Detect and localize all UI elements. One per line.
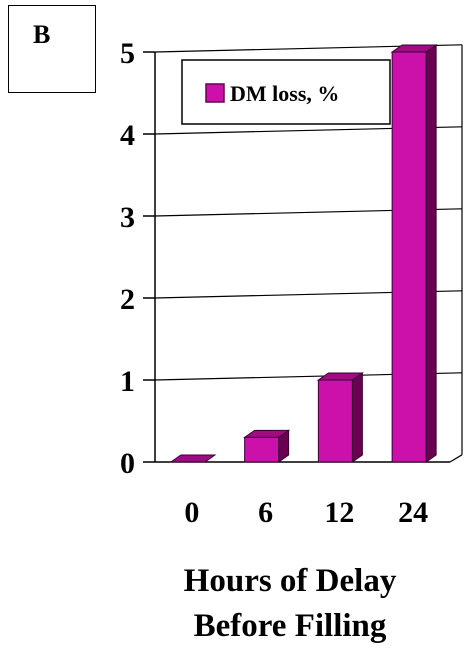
bar-front [317,379,353,463]
x-tick-label: 6 [258,496,273,529]
bar-side [351,372,363,463]
x-tick-label: 24 [398,496,428,529]
x-tick-label: 0 [184,496,199,529]
y-tick-label: 2 [120,283,135,316]
bar [169,454,217,463]
bar [316,372,364,463]
floor-edge [449,454,463,463]
y-tick-labels: 0 1 2 3 4 5 [120,37,135,480]
bar-top [169,454,217,463]
panel-label-box: B [8,5,96,93]
bar [390,44,438,463]
y-tick-label: 0 [120,447,135,480]
bar-front [391,51,427,463]
x-axis-label-line-1: Hours of Delay [183,563,397,599]
legend: DM loss, % [181,59,391,125]
bar [243,429,291,463]
x-tick-label: 12 [324,496,354,529]
x-tick-labels: 0 6 12 24 [184,496,428,529]
bar-side [425,44,437,463]
x-axis-label-line-2: Before Filling [193,608,387,644]
bars [169,44,438,463]
y-tick-label: 5 [120,37,135,70]
legend-swatch [205,83,225,103]
y-tick-label: 4 [120,119,135,152]
panel-label: B [33,20,51,49]
y-tick-label: 1 [120,365,135,398]
legend-label: DM loss, % [230,81,339,106]
y-tick-label: 3 [120,201,135,234]
bar-front [244,436,280,463]
